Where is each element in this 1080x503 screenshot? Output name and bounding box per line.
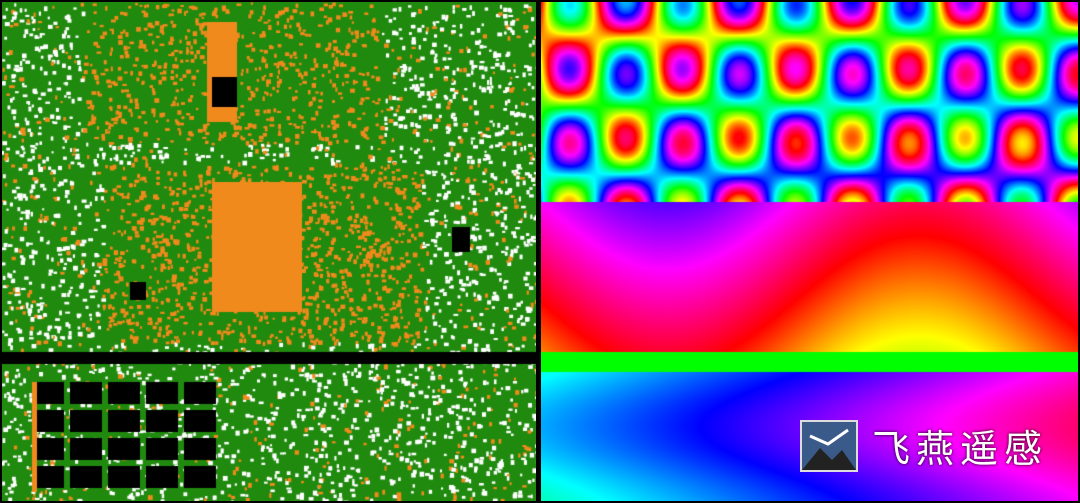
watermark: 飞燕遥感	[800, 418, 1048, 473]
relief-map-panel	[541, 2, 1078, 501]
relief-map-image	[541, 2, 1078, 501]
classification-map-image	[2, 2, 536, 501]
classification-map-panel	[2, 2, 536, 501]
watermark-logo-icon	[800, 419, 858, 472]
watermark-text: 飞燕遥感	[872, 427, 1049, 471]
